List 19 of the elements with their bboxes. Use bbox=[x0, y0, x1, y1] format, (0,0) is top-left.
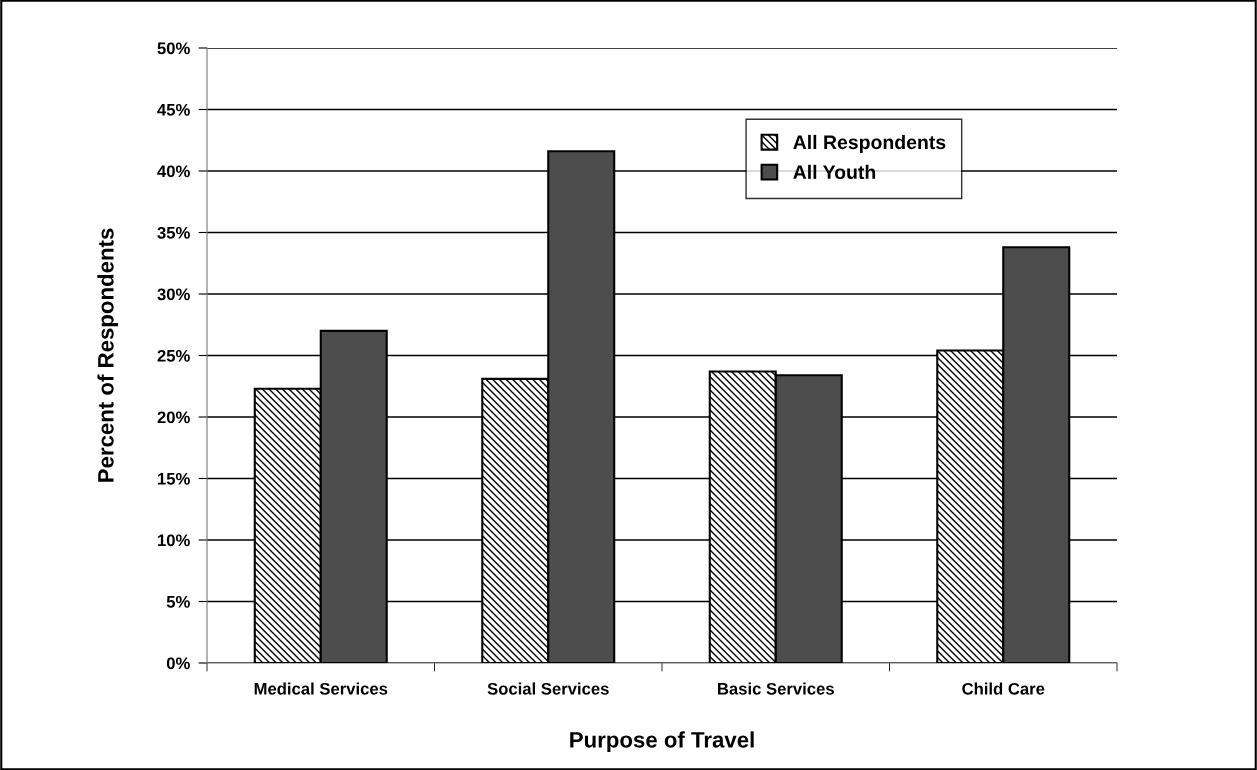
y-tick-label: 15% bbox=[158, 472, 190, 485]
y-tick-label: 40% bbox=[157, 165, 190, 178]
x-axis-title: Purpose of Travel bbox=[570, 731, 754, 753]
y-tick-label: 45% bbox=[157, 103, 190, 116]
y-axis-title: Percent of Respondents bbox=[97, 228, 119, 482]
y-tick-label: 20% bbox=[157, 411, 190, 424]
legend-label: All Respondents bbox=[793, 134, 946, 154]
y-tick-label: 10% bbox=[158, 534, 190, 547]
y-tick-label: 25% bbox=[157, 349, 190, 362]
y-tick-label: 35% bbox=[157, 226, 190, 239]
y-tick-label: 30% bbox=[157, 288, 190, 301]
y-tick-label: 0% bbox=[166, 657, 190, 670]
x-tick-label: Medical Services bbox=[254, 682, 388, 695]
x-tick-label: Child Care bbox=[962, 682, 1045, 695]
x-tick-label: Basic Services bbox=[718, 682, 834, 695]
y-tick-label: 50% bbox=[157, 42, 190, 55]
x-tick-label: Social Services bbox=[487, 682, 609, 695]
y-tick-label: 5% bbox=[166, 595, 190, 608]
legend-label: All Youth bbox=[793, 164, 876, 180]
